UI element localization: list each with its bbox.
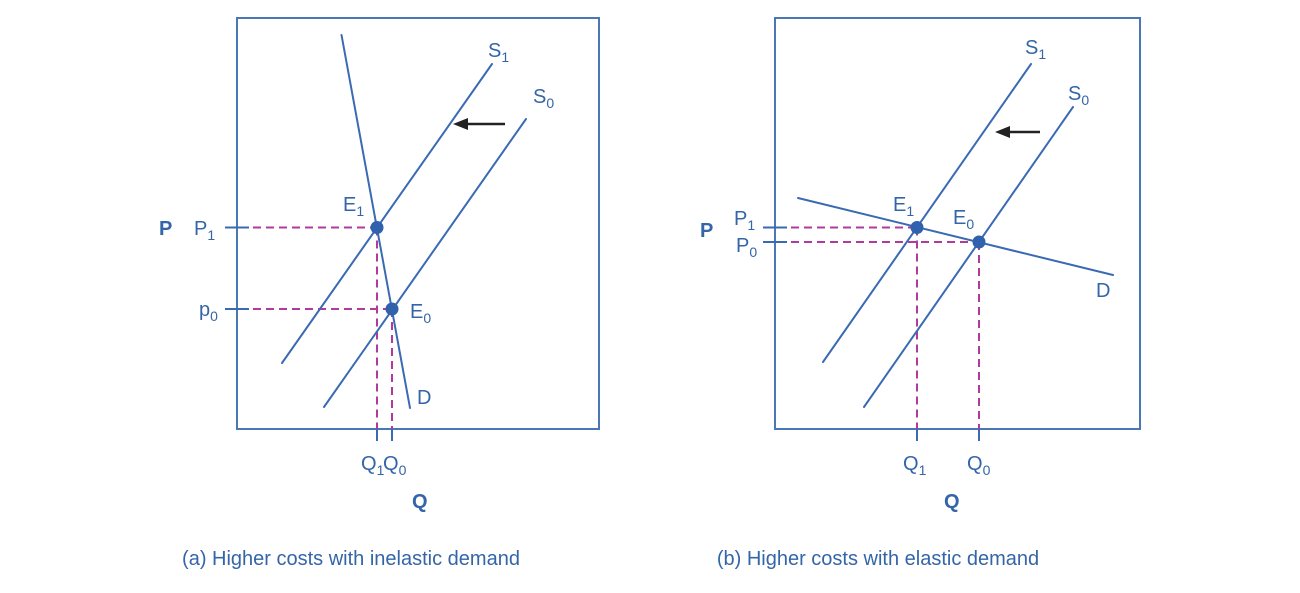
panel-b-p1-label-base: P xyxy=(734,208,747,230)
panel-b-q1-label-base: Q xyxy=(903,453,919,475)
panel-b-q0-label: Q0 xyxy=(967,453,991,478)
panel-a-p1-label-base: P xyxy=(194,218,207,240)
panel-a-e0-label: E0 xyxy=(410,301,431,326)
panel-a-q1-label-base: Q xyxy=(361,453,377,475)
panel-b-supply-shift-arrow-head xyxy=(995,126,1010,138)
panel-a-p0-label-sub: 0 xyxy=(210,308,218,324)
panel-b-p1-label-sub: 1 xyxy=(747,217,755,233)
panel-a-e1-label-base: E xyxy=(343,194,356,216)
panel-a-demand-label: D xyxy=(417,387,431,409)
panel-b-e0-label-sub: 0 xyxy=(966,216,974,232)
panel-b-p0-label-sub: 0 xyxy=(749,244,757,260)
panel-b-p0-label-base: P xyxy=(736,235,749,257)
panel-a-q0-label-base: Q xyxy=(383,453,399,475)
panel-b-s0-label-sub: 0 xyxy=(1081,92,1089,108)
panel-b-equilibrium-e1-point xyxy=(910,221,924,234)
panel-a-p0-label: p0 xyxy=(199,299,218,324)
panel-b-s1-label: S1 xyxy=(1025,37,1046,62)
panel-b-caption: (b) Higher costs with elastic demand xyxy=(717,548,1039,570)
panel-b-s1-label-base: S xyxy=(1025,37,1038,59)
panel-a-e1-label-sub: 1 xyxy=(356,203,364,219)
panel-a-caption: (a) Higher costs with inelastic demand xyxy=(182,548,520,570)
panel-b-price-axis-label: P xyxy=(700,220,713,242)
panel-b-s0-label: S0 xyxy=(1068,83,1089,108)
panel-a: S1 S0 D E1 E0 P P1 p0 Q1 Q0 Q (a) Higher… xyxy=(159,17,600,570)
panel-b-q0-label-sub: 0 xyxy=(983,462,991,478)
panel-a-q0-label-sub: 0 xyxy=(399,462,407,478)
panel-b-e1-label-base: E xyxy=(893,194,906,216)
panel-b-s0-label-base: S xyxy=(1068,83,1081,105)
panel-a-s1-label: S1 xyxy=(488,40,509,65)
panel-a-supply-shift-arrow-head xyxy=(453,118,468,130)
panel-a-quantity-axis-label: Q xyxy=(412,491,428,513)
panel-a-q1-label: Q1 xyxy=(361,453,385,478)
panel-a-p1-label: P1 xyxy=(194,218,215,243)
panel-b-e1-label-sub: 1 xyxy=(906,203,914,219)
panel-a-q0-label: Q0 xyxy=(383,453,407,478)
panel-b-p1-label: P1 xyxy=(734,208,755,233)
panel-b-q1-label: Q1 xyxy=(903,453,927,478)
panel-b-e0-label: E0 xyxy=(953,207,974,232)
panel-a-p0-label-base: p xyxy=(199,299,210,321)
panel-a-e0-label-base: E xyxy=(410,301,423,323)
panel-a-plot-box xyxy=(236,17,600,430)
panel-b-demand-curve xyxy=(797,197,1114,276)
panel-a-supply-s0-curve xyxy=(323,118,527,408)
panel-b-supply-s0-curve xyxy=(863,106,1074,408)
panel-a-p1-label-sub: 1 xyxy=(207,227,215,243)
panel-a-s0-label: S0 xyxy=(533,86,554,111)
panel-b: S1 S0 D E1 E0 P P1 P0 Q1 Q0 Q (b) Higher… xyxy=(700,17,1141,570)
panel-a-s1-label-base: S xyxy=(488,40,501,62)
panel-b-equilibrium-e0-point xyxy=(972,235,986,249)
panel-a-equilibrium-e1-point xyxy=(370,221,384,234)
panel-a-equilibrium-e0-point xyxy=(385,302,399,316)
panel-b-e0-label-base: E xyxy=(953,207,966,229)
panel-b-s1-label-sub: 1 xyxy=(1038,46,1046,62)
panel-a-price-axis-label: P xyxy=(159,218,172,240)
panel-a-supply-s1-curve xyxy=(281,63,493,364)
panel-b-supply-s1-curve xyxy=(822,63,1032,363)
panel-a-s0-label-sub: 0 xyxy=(546,95,554,111)
panel-a-s1-label-sub: 1 xyxy=(501,49,509,65)
panel-b-quantity-axis-label: Q xyxy=(944,491,960,513)
panel-b-e1-label: E1 xyxy=(893,194,914,219)
panel-b-q0-label-base: Q xyxy=(967,453,983,475)
panel-b-p0-label: P0 xyxy=(736,235,757,260)
panel-b-q1-label-sub: 1 xyxy=(919,462,927,478)
panel-a-e1-label: E1 xyxy=(343,194,364,219)
panel-b-plot-box xyxy=(774,17,1141,430)
panel-a-s0-label-base: S xyxy=(533,86,546,108)
panel-a-e0-label-sub: 0 xyxy=(423,310,431,326)
panel-a-q1-label-sub: 1 xyxy=(377,462,385,478)
panel-b-demand-label: D xyxy=(1096,280,1110,302)
